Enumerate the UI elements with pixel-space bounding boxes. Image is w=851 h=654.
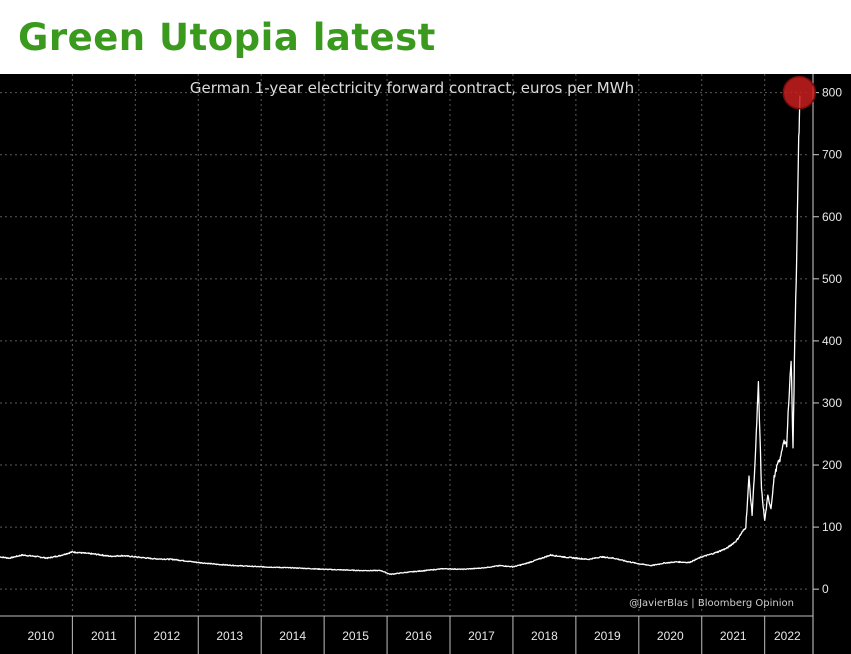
chart-title: German 1-year electricity forward contra… — [190, 79, 634, 97]
y-tick-label: 400 — [822, 334, 842, 348]
y-tick-label: 0 — [822, 582, 829, 596]
grid — [0, 74, 810, 614]
line-chart: 0 100 200 300 400 500 600 700 800 2010 2011 2012 201… — [0, 74, 842, 654]
y-tick-label: 500 — [822, 272, 842, 286]
x-tick-label: 2021 — [720, 629, 747, 643]
x-tick-label: 2015 — [342, 629, 369, 643]
header-glow — [40, 74, 260, 98]
text-layer: German 1-year electricity forward contra… — [190, 79, 794, 609]
x-tick-label: 2016 — [405, 629, 432, 643]
y-tick-label: 600 — [822, 210, 842, 224]
x-tick-label: 2013 — [216, 629, 243, 643]
y-tick-label: 200 — [822, 458, 842, 472]
x-tick-label: 2022 — [774, 629, 801, 643]
x-tick-label: 2014 — [279, 629, 306, 643]
x-tick-label: 2019 — [594, 629, 621, 643]
series-layer — [0, 75, 817, 576]
x-tick-label: 2010 — [28, 629, 55, 643]
x-tick-label: 2012 — [153, 629, 180, 643]
x-tick-label: 2017 — [468, 629, 495, 643]
chart-panel: 0 100 200 300 400 500 600 700 800 2010 2011 2012 201… — [0, 74, 851, 654]
x-tick-label: 2020 — [657, 629, 684, 643]
axes: 0 100 200 300 400 500 600 700 800 2010 2011 2012 201… — [0, 74, 842, 654]
y-tick-label: 800 — [822, 86, 842, 100]
y-tick-label: 300 — [822, 396, 842, 410]
headline: Green Utopia latest — [18, 16, 436, 59]
x-tick-label: 2011 — [91, 629, 117, 643]
source-credit: @JavierBlas | Bloomberg Opinion — [629, 598, 794, 609]
y-tick-label: 700 — [822, 148, 842, 162]
header: Green Utopia latest — [0, 0, 851, 74]
x-tick-label: 2018 — [531, 629, 558, 643]
highlight-marker — [782, 75, 817, 110]
y-tick-label: 100 — [822, 520, 842, 534]
series-line — [0, 95, 801, 576]
